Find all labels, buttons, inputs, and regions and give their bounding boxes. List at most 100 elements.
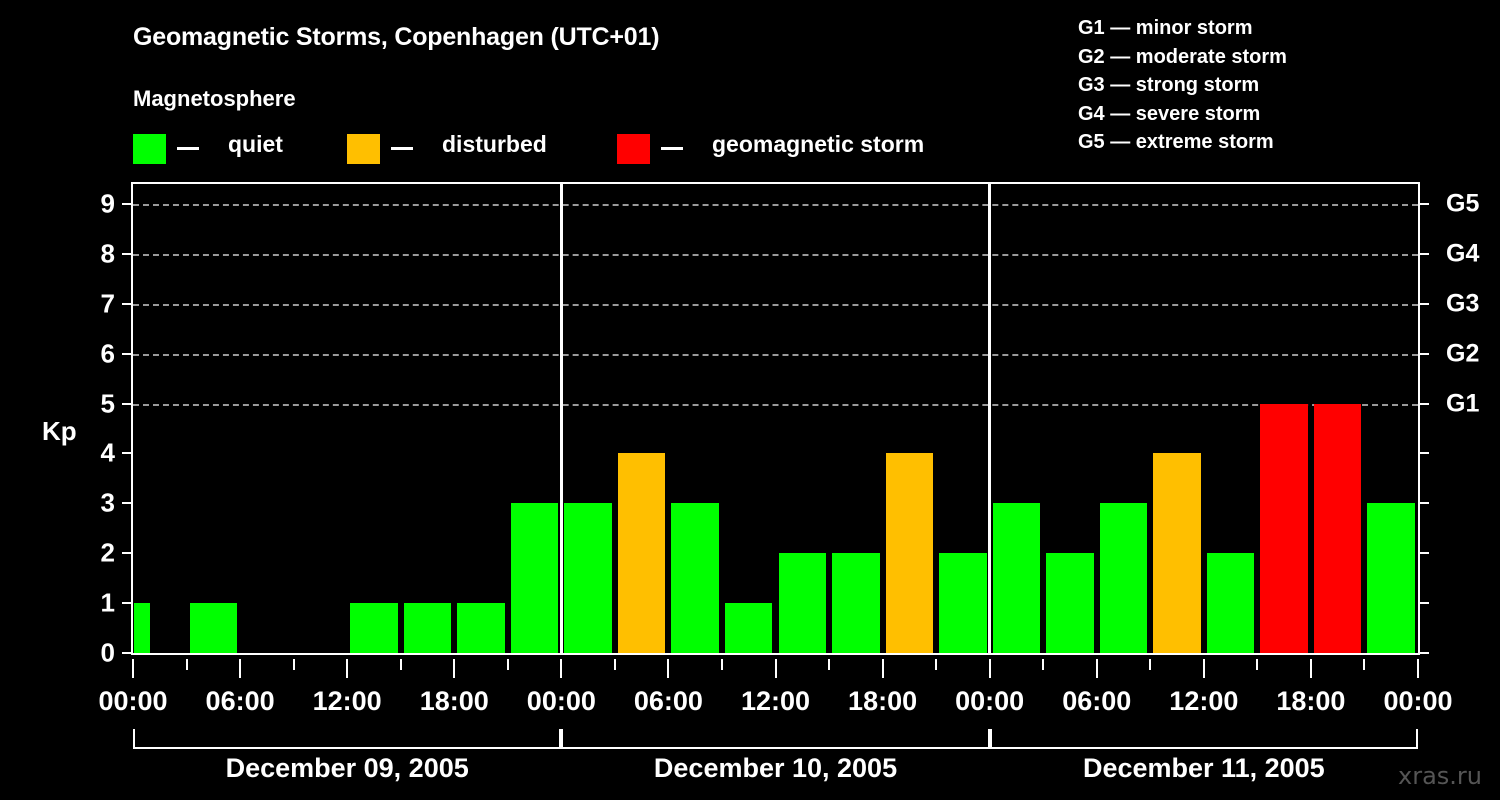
bar-22 bbox=[1313, 403, 1362, 653]
gridline-kp-8 bbox=[133, 253, 1418, 256]
y-tick-label-4: 4 bbox=[100, 437, 115, 468]
x-tick-22 bbox=[1309, 659, 1312, 678]
legend-label-0: quiet bbox=[228, 131, 283, 157]
g-tick-label-G3: G3 bbox=[1446, 289, 1480, 318]
bar-17 bbox=[1046, 553, 1094, 653]
bar-18 bbox=[1099, 503, 1148, 653]
bar-16 bbox=[992, 503, 1041, 653]
x-axis-label-7: 18:00 bbox=[848, 686, 918, 716]
g-axis-minor-tick-1 bbox=[1418, 602, 1429, 605]
g-legend-row-1: G1 — minor storm bbox=[1078, 17, 1253, 39]
g-legend-row-3: G3 — strong storm bbox=[1078, 74, 1260, 96]
bar-19 bbox=[1153, 453, 1201, 653]
page-title: Geomagnetic Storms, Copenhagen (UTC+01) bbox=[133, 23, 660, 51]
x-axis-label-0: 00:00 bbox=[98, 686, 168, 716]
date-label-2: December 10, 2005 bbox=[653, 753, 898, 783]
bar-12 bbox=[778, 553, 827, 653]
orange-swatch-icon bbox=[347, 134, 380, 164]
legend-dash-0 bbox=[177, 147, 199, 150]
g-axis-minor-tick-4 bbox=[1418, 452, 1429, 455]
bar-6 bbox=[457, 603, 505, 653]
x-tick-23 bbox=[1363, 659, 1366, 670]
x-tick-8 bbox=[560, 659, 563, 678]
x-tick-15 bbox=[935, 659, 938, 670]
x-tick-21 bbox=[1256, 659, 1259, 670]
y-tick-label-5: 5 bbox=[100, 388, 115, 419]
g-tick-label-G5: G5 bbox=[1446, 189, 1480, 218]
bar-23 bbox=[1367, 503, 1415, 653]
g-tick-label-G4: G4 bbox=[1446, 239, 1480, 268]
y-tick-mark-0 bbox=[122, 652, 133, 654]
bar-11 bbox=[724, 603, 773, 653]
x-tick-1 bbox=[185, 659, 188, 670]
g-tick-mark-G4 bbox=[1418, 252, 1429, 255]
day-separator-1 bbox=[559, 184, 563, 653]
watermark: xras.ru bbox=[1398, 762, 1482, 790]
bar-9 bbox=[617, 453, 666, 653]
y-tick-label-1: 1 bbox=[100, 587, 115, 618]
x-tick-3 bbox=[292, 659, 295, 670]
plot-inner bbox=[133, 184, 1418, 653]
red-swatch-icon bbox=[617, 134, 650, 164]
x-axis-label-1: 06:00 bbox=[205, 686, 275, 716]
y-tick-mark-1 bbox=[122, 602, 133, 605]
g-tick-mark-G3 bbox=[1418, 302, 1429, 305]
g-tick-mark-G2 bbox=[1418, 352, 1429, 355]
g-tick-mark-G5 bbox=[1418, 202, 1429, 205]
x-axis-label-3: 18:00 bbox=[419, 686, 489, 716]
x-tick-14 bbox=[881, 659, 884, 678]
x-tick-5 bbox=[399, 659, 402, 670]
x-tick-17 bbox=[1042, 659, 1045, 670]
y-tick-label-2: 2 bbox=[100, 537, 115, 568]
g-tick-label-G1: G1 bbox=[1446, 389, 1480, 418]
g-axis-minor-tick-3 bbox=[1418, 502, 1429, 505]
y-tick-mark-4 bbox=[122, 452, 133, 455]
x-tick-9 bbox=[613, 659, 616, 670]
x-tick-4 bbox=[346, 659, 349, 678]
x-tick-6 bbox=[453, 659, 456, 678]
x-tick-7 bbox=[506, 659, 509, 670]
x-tick-18 bbox=[1095, 659, 1098, 678]
x-tick-11 bbox=[720, 659, 723, 670]
date-bracket-1 bbox=[133, 729, 562, 749]
plot-area bbox=[131, 182, 1420, 655]
y-axis-label: Kp bbox=[42, 416, 77, 446]
y-tick-mark-8 bbox=[122, 252, 133, 255]
y-tick-label-0: 0 bbox=[100, 637, 115, 668]
g-legend-row-5: G5 — extreme storm bbox=[1078, 131, 1274, 153]
y-tick-mark-5 bbox=[122, 402, 133, 405]
x-tick-10 bbox=[667, 659, 670, 678]
y-tick-label-6: 6 bbox=[100, 338, 115, 369]
x-axis-label-4: 00:00 bbox=[526, 686, 596, 716]
x-tick-20 bbox=[1202, 659, 1205, 678]
bar-7 bbox=[510, 503, 559, 653]
legend-label-1: disturbed bbox=[442, 131, 547, 157]
g-tick-label-G2: G2 bbox=[1446, 339, 1480, 368]
x-tick-19 bbox=[1149, 659, 1152, 670]
bar-13 bbox=[832, 553, 880, 653]
g-scale-legend: G1 — minor storm G2 — moderate storm G3 — … bbox=[1078, 14, 1287, 157]
y-tick-mark-6 bbox=[122, 352, 133, 355]
x-tick-12 bbox=[774, 659, 777, 678]
y-tick-mark-2 bbox=[122, 552, 133, 555]
gridline-kp-7 bbox=[133, 303, 1418, 306]
y-tick-mark-7 bbox=[122, 302, 133, 305]
g-axis-minor-tick-0 bbox=[1418, 652, 1429, 654]
bar-8 bbox=[564, 503, 612, 653]
chart-subtitle: Magnetosphere bbox=[133, 86, 296, 111]
legend-dash-1 bbox=[391, 147, 413, 150]
bar-10 bbox=[671, 503, 719, 653]
x-axis-label-2: 12:00 bbox=[312, 686, 382, 716]
green-swatch-icon bbox=[133, 134, 166, 164]
x-axis-label-11: 18:00 bbox=[1276, 686, 1346, 716]
bar-0 bbox=[134, 603, 150, 653]
x-tick-13 bbox=[828, 659, 831, 670]
legend-label-2: geomagnetic storm bbox=[712, 131, 925, 157]
x-tick-2 bbox=[239, 659, 242, 678]
x-tick-0 bbox=[132, 659, 134, 678]
y-tick-mark-3 bbox=[122, 502, 133, 505]
g-legend-row-4: G4 — severe storm bbox=[1078, 102, 1261, 125]
g-tick-mark-G1 bbox=[1418, 402, 1429, 405]
x-axis-label-12: 00:00 bbox=[1383, 686, 1453, 716]
